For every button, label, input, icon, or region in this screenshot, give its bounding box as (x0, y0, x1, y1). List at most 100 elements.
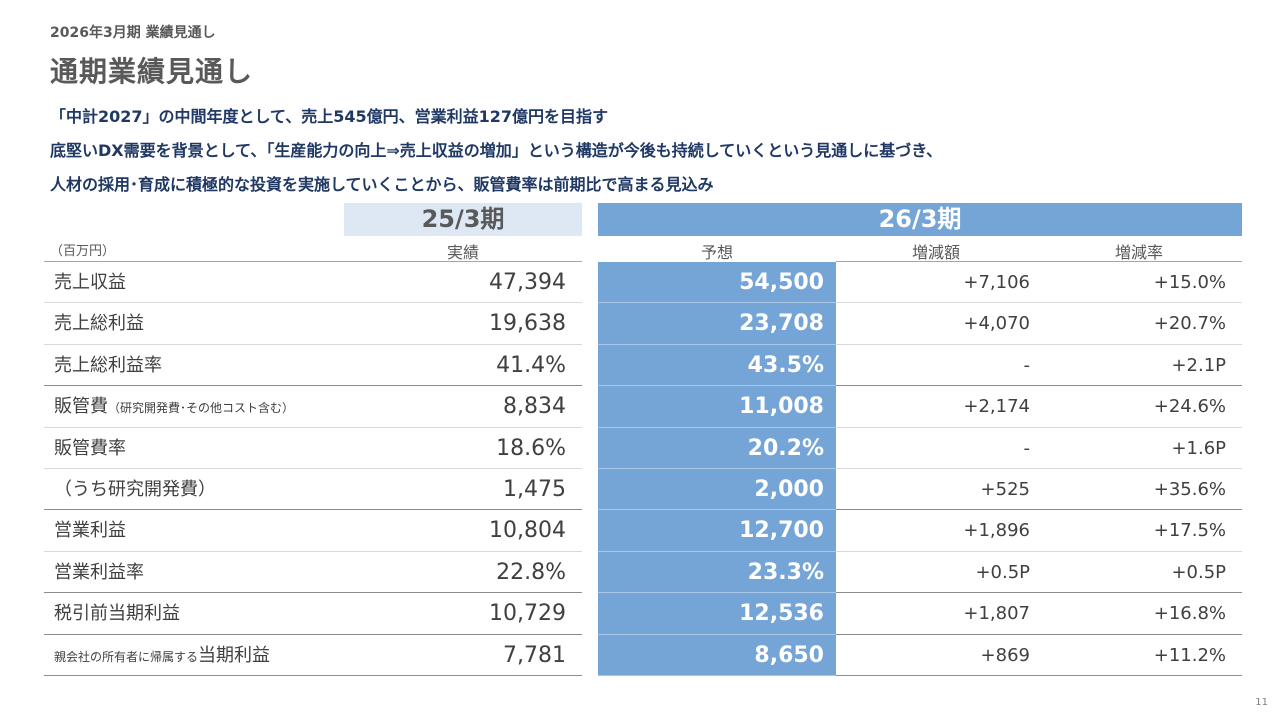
row-divider (598, 426, 836, 428)
row-divider (836, 385, 1242, 387)
key-message-2: 底堅いDX需要を背景として、「生産能力の向上⇒売上収益の増加」という構造が今後も… (50, 141, 943, 160)
page-subtitle: 2026年3月期 業績見通し (50, 25, 216, 41)
row-label-text: 売上収益 (54, 272, 126, 293)
row-divider (44, 426, 582, 428)
row-divider (836, 467, 1242, 469)
row-divider (598, 633, 836, 635)
row-label-text: 売上総利益 (54, 313, 144, 335)
row-divider (836, 509, 1242, 511)
actual-value: 19,638 (489, 311, 566, 337)
row-divider (44, 302, 582, 304)
forecast-table: 売上収益 47,394 54,500 +7,106 +15.0% 売上総利益 19,638 2… (44, 262, 1242, 676)
forecast-value: 12,700 (739, 518, 824, 544)
actual-value: 41.4% (496, 352, 566, 378)
row-divider (598, 343, 836, 345)
row-label-text: 販管費率 (54, 437, 126, 459)
prev-period-header: 25/3期 (344, 203, 582, 236)
rate-value: +11.2% (1153, 644, 1226, 666)
row-divider (44, 550, 582, 552)
rate-value: +35.6% (1153, 478, 1226, 500)
row-divider (836, 302, 1242, 304)
row-label-text: 販管費 (54, 396, 108, 418)
rate-value: +16.8% (1153, 603, 1226, 625)
page-number: 11 (1255, 697, 1268, 708)
forecast-value: 2,000 (754, 476, 824, 502)
row-label: 営業利益 (54, 510, 126, 551)
row-label-text: 売上総利益率 (54, 354, 162, 376)
row-label-note: （研究開発費･その他コスト含む） (108, 401, 295, 416)
page-title: 通期業績見通し (50, 55, 254, 88)
forecast-value: 23.3% (747, 559, 824, 585)
row-divider (598, 592, 836, 594)
diff-value: - (1023, 437, 1031, 459)
row-label-text: 営業利益率 (54, 561, 144, 583)
row-label: 営業利益率 (54, 552, 144, 593)
row-divider (44, 509, 582, 511)
row-label: 売上総利益率 (54, 345, 162, 386)
table-row: 営業利益率 22.8% 23.3% +0.5P +0.5P (44, 552, 1242, 594)
row-divider (598, 550, 836, 552)
row-divider (44, 674, 582, 676)
table-row: 営業利益 10,804 12,700 +1,896 +17.5% (44, 510, 1242, 552)
rate-value: +1.6P (1171, 437, 1226, 459)
forecast-value: 12,536 (739, 601, 824, 627)
row-label: 販管費（研究開発費･その他コスト含む） (54, 386, 294, 427)
row-label: 売上収益 (54, 262, 126, 303)
rate-value: +17.5% (1153, 520, 1226, 542)
row-divider (836, 426, 1242, 428)
diff-value: +1,896 (963, 520, 1030, 542)
rate-value: +24.6% (1153, 396, 1226, 418)
row-divider (836, 343, 1242, 345)
table-row: 売上総利益 19,638 23,708 +4,070 +20.7% (44, 303, 1242, 345)
diff-value: +1,807 (963, 603, 1030, 625)
table-row: 販管費（研究開発費･その他コスト含む） 8,834 11,008 +2,174 +24.… (44, 386, 1242, 428)
row-divider (836, 674, 1242, 676)
row-divider (598, 385, 836, 387)
rate-value: +0.5P (1171, 561, 1226, 583)
row-divider (44, 467, 582, 469)
row-divider (598, 674, 836, 676)
column-header-actual: 実績 (446, 243, 479, 262)
column-header-rate: 増減率 (1114, 243, 1163, 262)
key-message-1: 「中計2027」の中間年度として、売上545億円、営業利益127億円を目指す (50, 107, 609, 126)
diff-value: - (1023, 354, 1031, 376)
forecast-value: 54,500 (739, 270, 824, 295)
row-label-text: 営業利益 (54, 520, 126, 542)
table-row: 親会社の所有者に帰属する当期利益 7,781 8,650 +869 +11.2% (44, 635, 1242, 676)
row-divider (836, 633, 1242, 635)
forecast-value: 20.2% (747, 435, 824, 461)
rate-value: +15.0% (1153, 272, 1226, 293)
row-label-text: 当期利益 (198, 644, 271, 666)
actual-value: 10,804 (489, 518, 566, 544)
actual-value: 8,834 (503, 394, 566, 420)
actual-value: 22.8% (496, 559, 566, 585)
row-divider (44, 385, 582, 387)
actual-value: 1,475 (503, 476, 566, 502)
row-label: 親会社の所有者に帰属する当期利益 (54, 635, 270, 676)
column-header-forecast: 予想 (700, 243, 733, 262)
unit-label: （百万円） (50, 244, 116, 259)
row-divider (598, 467, 836, 469)
row-divider (598, 302, 836, 304)
actual-value: 10,729 (489, 601, 566, 627)
row-divider (836, 550, 1242, 552)
row-divider (44, 633, 582, 635)
forecast-value: 43.5% (747, 352, 824, 378)
diff-value: +2,174 (963, 396, 1030, 418)
forecast-value: 23,708 (739, 311, 824, 337)
table-row: （うち研究開発費） 1,475 2,000 +525 +35.6% (44, 469, 1242, 511)
actual-value: 47,394 (489, 270, 566, 295)
row-label: 販管費率 (54, 428, 126, 469)
row-divider (44, 343, 582, 345)
row-divider (836, 592, 1242, 594)
table-row: 税引前当期利益 10,729 12,536 +1,807 +16.8% (44, 593, 1242, 635)
diff-value: +4,070 (963, 313, 1030, 335)
column-header-diff: 増減額 (911, 243, 960, 262)
row-label: （うち研究開発費） (54, 469, 216, 510)
forecast-column-highlight (598, 262, 836, 676)
row-label-text: 税引前当期利益 (54, 603, 180, 625)
forecast-value: 8,650 (754, 642, 824, 668)
row-label-text: （うち研究開発費） (54, 478, 216, 500)
rate-value: +2.1P (1171, 354, 1226, 376)
current-period-header: 26/3期 (598, 203, 1242, 236)
